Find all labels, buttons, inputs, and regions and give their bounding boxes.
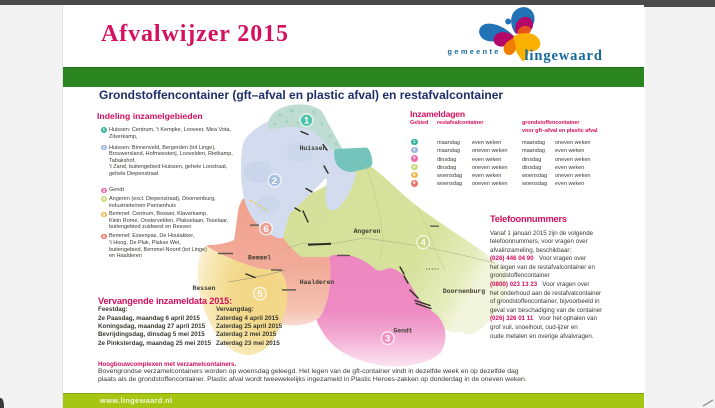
- svg-text:lingewaard: lingewaard: [525, 48, 603, 64]
- svg-text:Doornenburg: Doornenburg: [443, 288, 485, 295]
- svg-text:6: 6: [263, 224, 268, 235]
- svg-text:1: 1: [304, 116, 310, 127]
- svg-text:Ressen: Ressen: [192, 285, 215, 292]
- svg-text:5: 5: [257, 289, 263, 300]
- svg-text:4: 4: [421, 238, 427, 249]
- svg-text:Haalderen: Haalderen: [300, 279, 335, 286]
- svg-text:Angeren: Angeren: [354, 228, 381, 235]
- svg-text:Bemmel: Bemmel: [248, 255, 271, 262]
- svg-text:2: 2: [272, 176, 277, 187]
- svg-text:3: 3: [385, 334, 390, 345]
- svg-text:gemeente: gemeente: [448, 47, 501, 56]
- svg-text:Huissen: Huissen: [300, 145, 327, 152]
- svg-text:Gendt: Gendt: [393, 328, 412, 335]
